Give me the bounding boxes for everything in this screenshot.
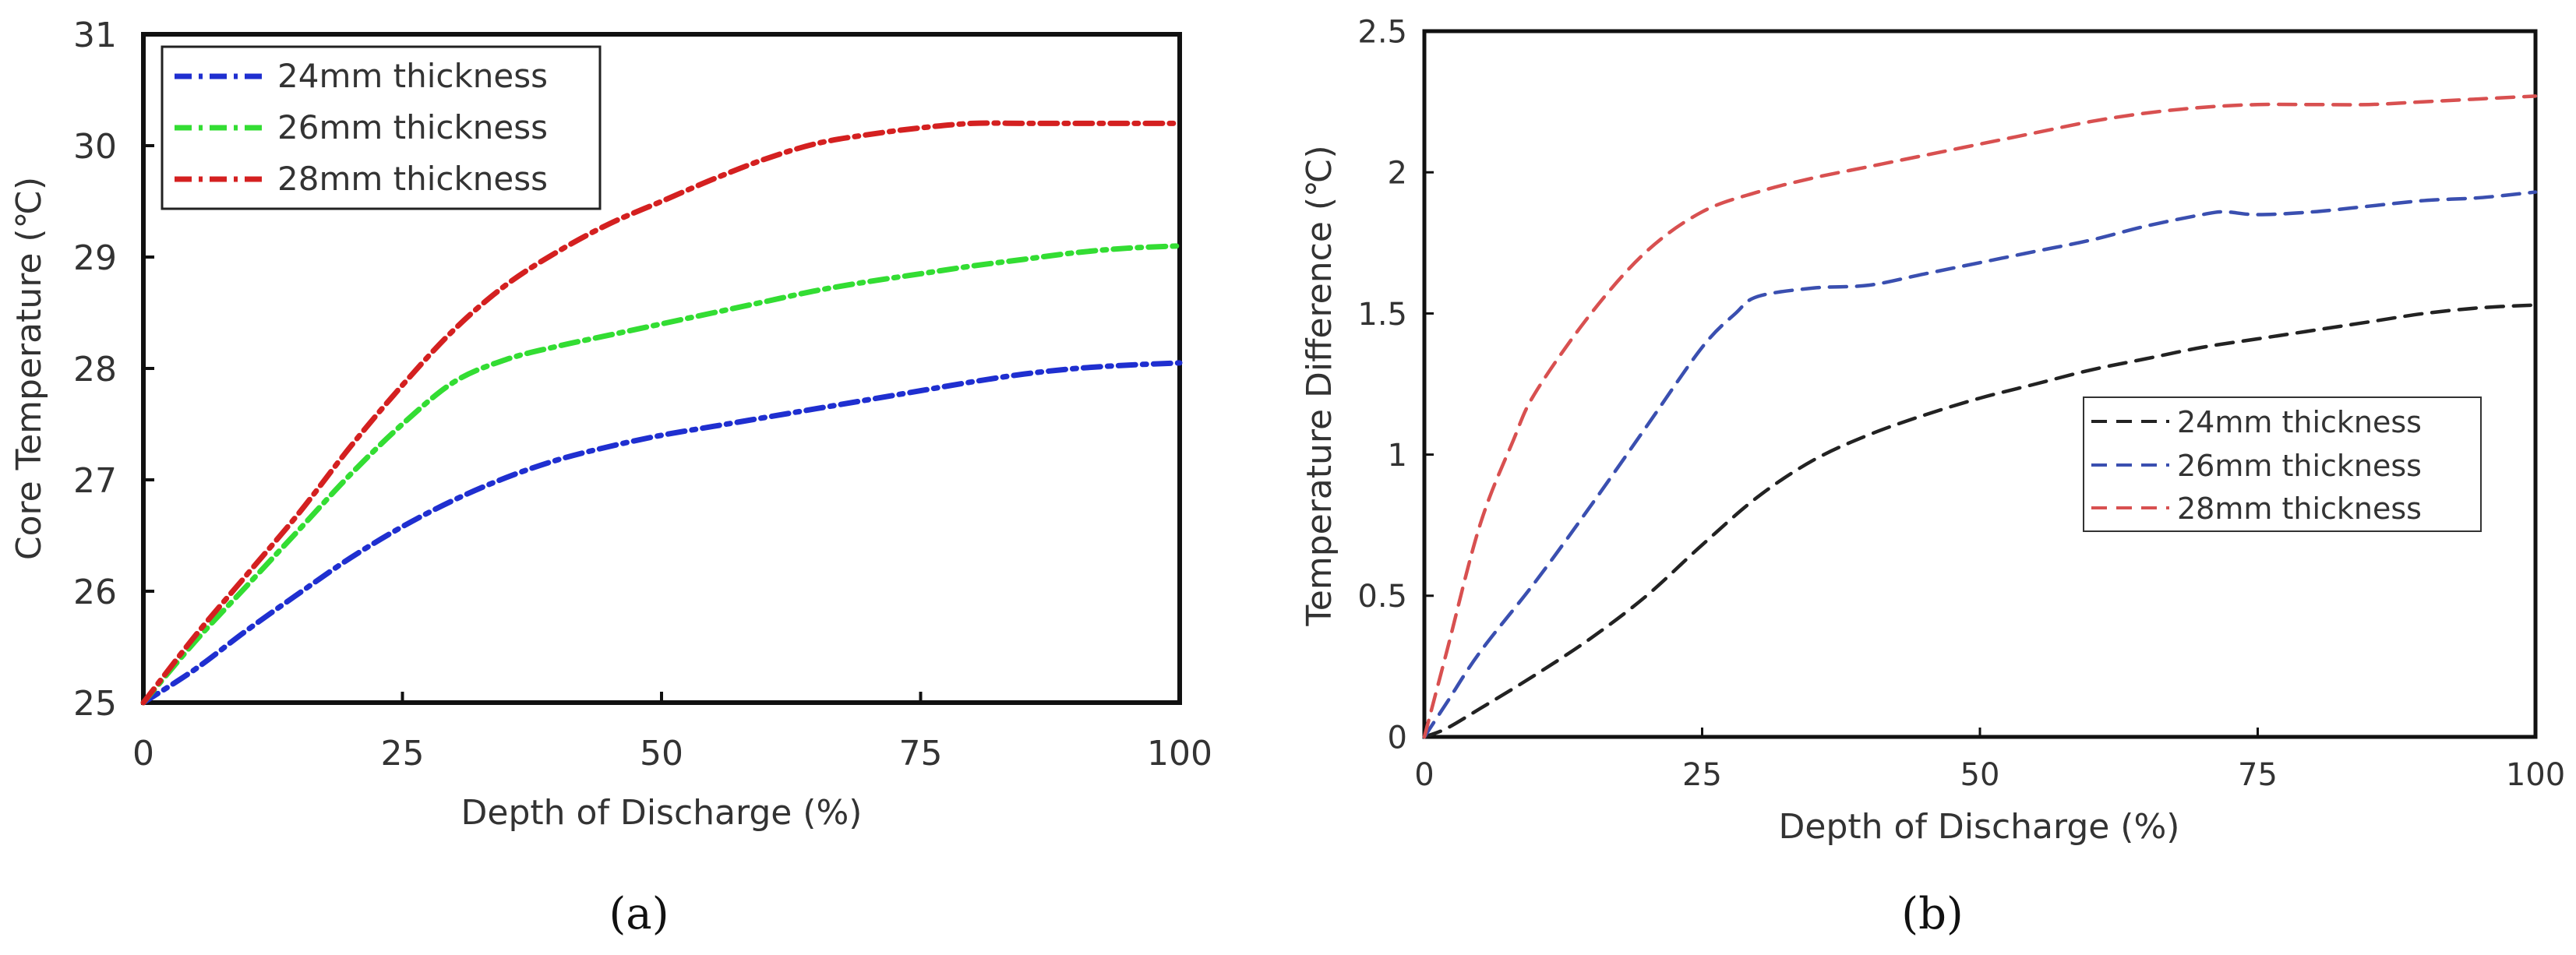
panel-a-label: (a) — [609, 889, 669, 939]
panel-b-y-tick-label: 1.5 — [1357, 297, 1407, 333]
panel-a-series-line-24mm — [140, 360, 1183, 706]
panel-b-series-line-26mm — [1422, 190, 2538, 739]
panel-b-y-tick-label: 2.5 — [1357, 14, 1407, 50]
panel-b-plot-frame — [1422, 29, 2538, 739]
panel-a-y-tick-label: 31 — [73, 16, 117, 55]
panel-b-legend: 24mm thickness 26mm thickness 28mm thick… — [2083, 396, 2482, 532]
panel-a-series-line-26mm — [140, 243, 1183, 706]
panel-b-series-line-24mm — [1422, 303, 2538, 739]
panel-b-x-tick-label: 75 — [2238, 757, 2278, 793]
panel-a-y-tick-label: 29 — [73, 238, 117, 278]
legend-b-label-26mm: 26mm thickness — [2177, 449, 2422, 483]
panel-a-y-axis-label: Core Temperature (℃) — [9, 177, 49, 560]
panel-b-x-tick-label: 100 — [2506, 757, 2565, 793]
panel-a-x-tick-label: 100 — [1147, 734, 1212, 774]
panel-b-x-axis-label: Depth of Discharge (%) — [1779, 807, 2180, 847]
panel-a-x-tick-label: 0 — [132, 734, 154, 774]
legend-b-label-28mm: 28mm thickness — [2177, 492, 2422, 526]
panel-b-y-tick-label: 2 — [1388, 156, 1407, 192]
panel-b-x-tick-label: 50 — [1960, 757, 2000, 793]
panel-a-series-lines — [140, 120, 1183, 706]
panel-b-series-lines — [1422, 94, 2538, 739]
panel-a-x-tick-label: 50 — [640, 734, 683, 774]
panel-a-chart: 0 25 50 75 100 25 26 27 28 29 30 31 Depth of Discha… — [9, 16, 1212, 939]
panel-a-y-tick-label: 25 — [73, 684, 117, 724]
panel-b-x-tick-label: 25 — [1682, 757, 1722, 793]
panel-a-x-tick-label: 75 — [899, 734, 943, 774]
legend-a-label-26mm: 26mm thickness — [277, 108, 548, 146]
panel-b-y-axis-label: Temperature Difference (℃) — [1300, 145, 1339, 626]
panel-a-tick-labels: 0 25 50 75 100 25 26 27 28 29 30 31 — [73, 16, 1212, 774]
legend-a-label-28mm: 28mm thickness — [277, 160, 548, 198]
panel-a-y-tick-label: 26 — [73, 573, 117, 612]
legend-a-label-24mm: 24mm thickness — [277, 57, 548, 95]
panel-b-y-tick-label: 1 — [1388, 438, 1407, 474]
panel-a-series-line-28mm — [140, 120, 1183, 706]
legend-b-label-24mm: 24mm thickness — [2177, 405, 2422, 439]
panel-a-y-tick-label: 28 — [73, 350, 117, 389]
panel-a-legend: 24mm thickness 26mm thickness 28mm thick… — [161, 45, 602, 210]
panel-a-x-tick-label: 25 — [381, 734, 425, 774]
panel-a-y-tick-label: 30 — [73, 127, 117, 167]
panel-b-label: (b) — [1901, 889, 1964, 939]
panel-b-x-tick-label: 0 — [1414, 757, 1434, 793]
panel-b-tick-labels: 0 25 50 75 100 0 0.5 1 1.5 2 2.5 — [1357, 14, 2565, 793]
panel-a-y-tick-label: 27 — [73, 461, 117, 501]
panel-a-x-axis-label: Depth of Discharge (%) — [461, 793, 863, 833]
panel-b-y-tick-label: 0.5 — [1357, 579, 1407, 615]
panel-b-ticks — [1423, 30, 2537, 738]
panel-b-series-line-28mm — [1422, 94, 2538, 739]
panel-b-chart: 0 25 50 75 100 0 0.5 1 1.5 2 2.5 Depth of Discharg… — [1300, 14, 2565, 939]
panel-a-ticks — [142, 33, 1181, 704]
panel-b-y-tick-label: 0 — [1388, 720, 1407, 756]
